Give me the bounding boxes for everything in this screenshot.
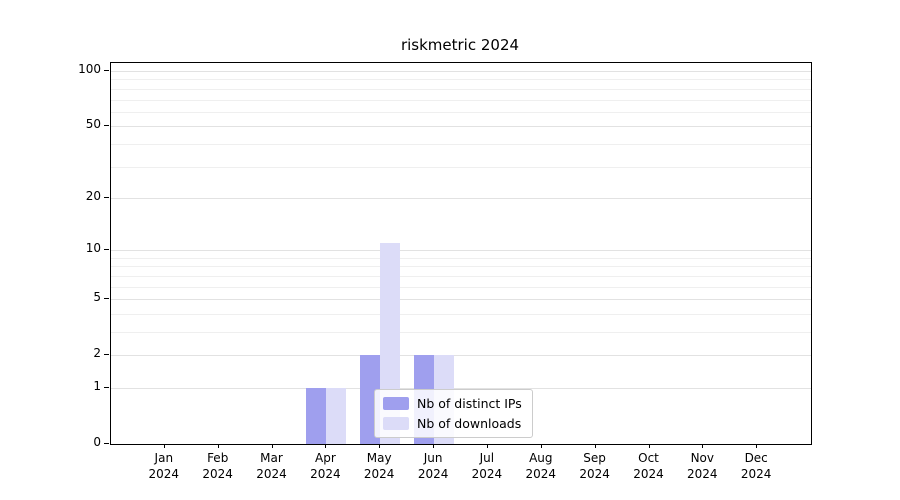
x-tick-year: 2024: [148, 467, 180, 481]
x-tick-month: Jun: [423, 451, 443, 465]
legend-swatch-downloads: [383, 417, 409, 430]
x-tick-label: Aug 2024: [506, 450, 576, 482]
y-tick-label: 100: [78, 62, 101, 76]
x-tick-mark: [217, 444, 219, 448]
legend-swatch-distinct-ips: [383, 397, 409, 410]
bar-distinct-ips: [306, 388, 327, 444]
minor-gridline: [111, 111, 811, 113]
bar-downloads: [326, 388, 347, 444]
minor-gridline: [111, 79, 811, 81]
x-tick-mark: [433, 444, 435, 448]
minor-gridline: [111, 275, 811, 277]
legend: Nb of distinct IPs Nb of downloads: [374, 389, 533, 438]
y-tick-mark: [104, 125, 109, 127]
x-tick-mark: [594, 444, 596, 448]
minor-gridline: [111, 257, 811, 259]
major-gridline: [111, 71, 811, 72]
x-tick-label: Mar 2024: [237, 450, 307, 482]
x-tick-mark: [702, 444, 704, 448]
y-tick-mark: [104, 443, 109, 444]
y-tick-label: 10: [85, 241, 101, 256]
minor-gridline: [111, 143, 811, 145]
x-tick-year: 2024: [471, 467, 503, 481]
x-tick-mark: [540, 444, 542, 448]
y-tick-mark: [104, 196, 109, 198]
x-tick-mark: [379, 444, 381, 448]
y-tick-mark: [104, 387, 109, 388]
major-gridline: [111, 388, 811, 389]
x-tick-mark: [486, 444, 488, 448]
x-tick-mark: [648, 444, 650, 448]
x-tick-month: Feb: [207, 451, 229, 465]
minor-gridline: [111, 286, 811, 288]
x-tick-year: 2024: [310, 467, 341, 481]
x-tick-month: Nov: [690, 451, 714, 465]
x-tick-year: 2024: [417, 467, 449, 481]
major-gridline: [111, 299, 811, 301]
x-tick-label: Jun 2024: [398, 450, 468, 482]
x-tick-mark: [163, 444, 165, 448]
y-tick-label: 50: [85, 117, 101, 132]
plot-area: Nb of distinct IPs Nb of downloads: [110, 62, 812, 445]
x-tick-label: Jan 2024: [129, 450, 199, 482]
x-tick-year: 2024: [740, 467, 772, 481]
x-tick-label: May 2024: [344, 450, 414, 482]
legend-entry-distinct-ips: Nb of distinct IPs: [383, 396, 522, 411]
chart-title: riskmetric 2024: [400, 36, 520, 54]
y-tick-mark: [104, 298, 109, 300]
y-tick-label: 20: [85, 188, 101, 203]
x-tick-month: Apr: [315, 451, 336, 465]
minor-gridline: [111, 332, 811, 333]
x-tick-month: Jan: [154, 451, 174, 465]
y-tick-label: 0: [93, 435, 101, 449]
x-tick-label: Dec 2024: [721, 450, 791, 482]
x-tick-mark: [271, 444, 273, 448]
x-tick-month: Sep: [583, 451, 606, 465]
y-tick-mark: [104, 354, 109, 356]
y-tick-label: 1: [93, 379, 101, 393]
y-tick-label: 5: [93, 290, 101, 305]
minor-gridline: [111, 88, 811, 90]
legend-label-distinct-ips: Nb of distinct IPs: [417, 396, 522, 411]
y-tick-label: 2: [93, 346, 101, 361]
x-tick-month: Dec: [744, 451, 768, 465]
minor-gridline: [111, 313, 811, 315]
x-tick-month: May: [366, 451, 392, 465]
legend-label-downloads: Nb of downloads: [417, 416, 522, 431]
x-tick-label: Apr 2024: [290, 450, 360, 482]
minor-gridline: [111, 166, 811, 168]
x-tick-year: 2024: [363, 467, 395, 481]
x-tick-label: Feb 2024: [183, 450, 253, 482]
x-tick-year: 2024: [525, 467, 557, 481]
x-tick-month: Aug: [529, 451, 553, 465]
x-tick-month: Jul: [479, 451, 495, 465]
x-tick-label: Jul 2024: [452, 450, 522, 482]
minor-gridline: [111, 99, 811, 101]
x-tick-month: Oct: [638, 451, 659, 465]
minor-gridline: [111, 266, 811, 268]
major-gridline: [111, 250, 811, 252]
x-tick-year: 2024: [256, 467, 287, 481]
x-tick-year: 2024: [687, 467, 718, 481]
x-tick-year: 2024: [579, 467, 610, 481]
x-tick-label: Nov 2024: [667, 450, 737, 482]
x-tick-month: Mar: [260, 451, 283, 465]
major-gridline: [111, 355, 811, 357]
x-tick-mark: [756, 444, 758, 448]
legend-entry-downloads: Nb of downloads: [383, 416, 522, 431]
x-tick-year: 2024: [633, 467, 664, 481]
y-tick-mark: [104, 249, 109, 251]
x-tick-label: Sep 2024: [560, 450, 630, 482]
major-gridline: [111, 197, 811, 199]
y-tick-mark: [104, 70, 109, 71]
x-tick-year: 2024: [202, 467, 233, 481]
x-tick-label: Oct 2024: [614, 450, 684, 482]
major-gridline: [111, 126, 811, 128]
x-tick-mark: [325, 444, 327, 448]
